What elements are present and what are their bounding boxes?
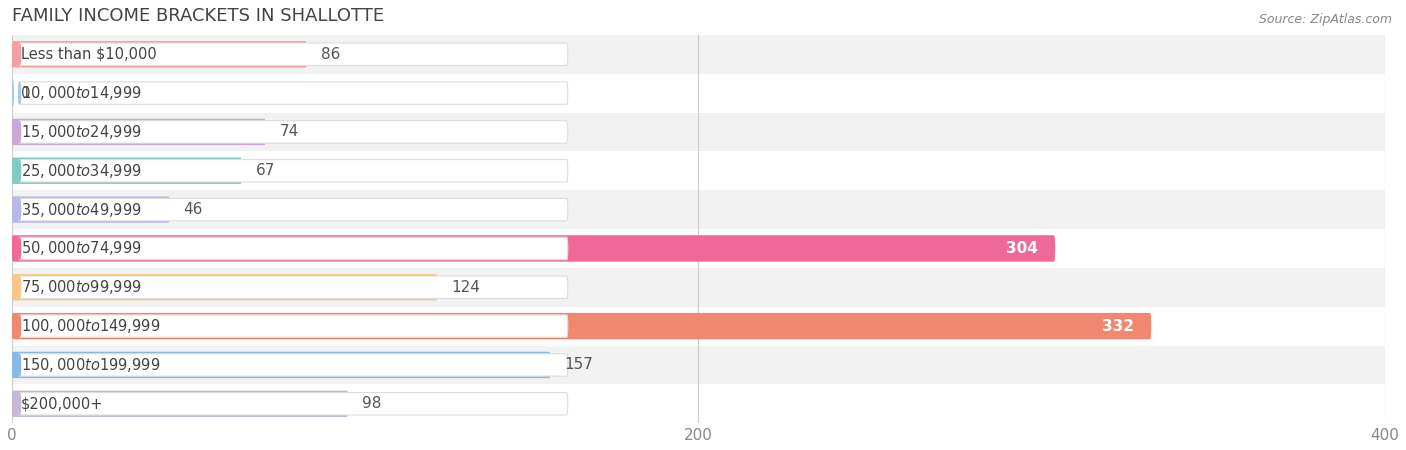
Text: $10,000 to $14,999: $10,000 to $14,999 [21,84,142,102]
Circle shape [18,44,21,65]
Text: 157: 157 [564,357,593,373]
Text: 0: 0 [21,86,31,101]
Bar [11,384,1385,423]
Circle shape [18,121,21,143]
Text: Source: ZipAtlas.com: Source: ZipAtlas.com [1258,14,1392,27]
Bar [11,190,1385,229]
Text: $100,000 to $149,999: $100,000 to $149,999 [21,317,160,335]
Bar [11,112,1385,151]
FancyBboxPatch shape [11,80,14,106]
Circle shape [18,199,21,220]
Circle shape [18,82,21,104]
Text: Less than $10,000: Less than $10,000 [21,47,156,62]
Text: $75,000 to $99,999: $75,000 to $99,999 [21,278,142,296]
Bar [11,268,1385,307]
FancyBboxPatch shape [11,119,266,145]
FancyBboxPatch shape [11,274,437,301]
Text: 46: 46 [183,202,202,217]
FancyBboxPatch shape [11,41,307,68]
Circle shape [18,238,21,259]
FancyBboxPatch shape [18,237,568,260]
FancyBboxPatch shape [11,235,1054,261]
FancyBboxPatch shape [11,196,170,223]
FancyBboxPatch shape [18,315,568,338]
Bar [11,307,1385,346]
FancyBboxPatch shape [18,82,568,104]
Text: 86: 86 [321,47,340,62]
FancyBboxPatch shape [18,198,568,221]
Text: $25,000 to $34,999: $25,000 to $34,999 [21,162,142,180]
Bar [11,74,1385,112]
Circle shape [18,393,21,414]
Text: 74: 74 [280,124,298,140]
Circle shape [18,160,21,181]
Text: 332: 332 [1102,319,1135,333]
FancyBboxPatch shape [18,392,568,415]
Circle shape [18,354,21,376]
Bar [11,35,1385,74]
Text: FAMILY INCOME BRACKETS IN SHALLOTTE: FAMILY INCOME BRACKETS IN SHALLOTTE [11,7,384,25]
Text: $15,000 to $24,999: $15,000 to $24,999 [21,123,142,141]
FancyBboxPatch shape [11,313,1152,339]
Text: $150,000 to $199,999: $150,000 to $199,999 [21,356,160,374]
Text: $200,000+: $200,000+ [21,396,103,411]
Text: 67: 67 [256,163,274,178]
Bar [11,229,1385,268]
FancyBboxPatch shape [11,158,242,184]
Bar [11,346,1385,384]
Bar [11,151,1385,190]
Text: 124: 124 [451,280,479,295]
FancyBboxPatch shape [11,352,551,378]
Text: $35,000 to $49,999: $35,000 to $49,999 [21,201,142,219]
FancyBboxPatch shape [18,276,568,298]
FancyBboxPatch shape [18,354,568,376]
FancyBboxPatch shape [18,121,568,143]
FancyBboxPatch shape [18,160,568,182]
Text: $50,000 to $74,999: $50,000 to $74,999 [21,239,142,257]
Circle shape [18,277,21,298]
Text: 98: 98 [361,396,381,411]
FancyBboxPatch shape [11,391,349,417]
Circle shape [18,315,21,337]
FancyBboxPatch shape [18,43,568,66]
Text: 304: 304 [1007,241,1038,256]
